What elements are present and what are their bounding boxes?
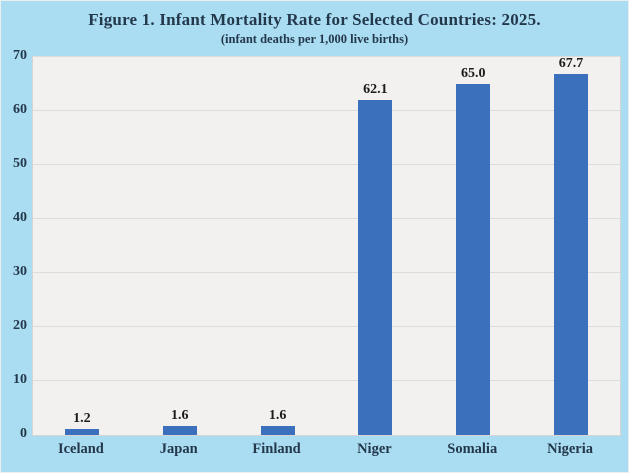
bar-somalia	[456, 84, 491, 435]
bar-value-label: 1.6	[170, 408, 189, 424]
x-tick-label-iceland: Iceland	[57, 441, 104, 457]
chart-subtitle: (infant deaths per 1,000 live births)	[220, 32, 409, 46]
x-tick-label-nigeria: Nigeria	[547, 441, 593, 457]
gridline	[33, 56, 620, 57]
gridline	[33, 218, 620, 219]
y-tick-label: 20	[13, 318, 27, 333]
gridline	[33, 380, 620, 381]
x-tick-label-somalia: Somalia	[447, 441, 498, 457]
x-tick-label-finland: Finland	[252, 441, 301, 457]
x-tick-label-niger: Niger	[357, 441, 392, 457]
y-tick-label: 10	[13, 372, 27, 387]
gridline	[33, 110, 620, 111]
gridline	[33, 272, 620, 273]
y-tick-label: 70	[13, 48, 27, 63]
bar-value-label: 1.6	[268, 408, 287, 424]
bar-value-label: 67.7	[558, 56, 584, 71]
bar-value-label: 1.2	[73, 410, 91, 426]
bar-finland	[260, 426, 295, 435]
bar-column-somalia: 65.0	[424, 57, 522, 435]
x-tick-label-japan: Japan	[159, 441, 198, 457]
y-tick-label: 50	[13, 156, 27, 171]
y-tick-label: 40	[13, 210, 27, 225]
bar-column-japan: 1.6	[131, 57, 229, 435]
bar-nigeria	[554, 74, 589, 435]
gridline	[33, 326, 620, 327]
bars: 1.2 1.6 1.6 62.1 65.0 67.7	[33, 57, 620, 435]
x-axis: Iceland Japan Finland Niger Somalia Nigeria	[32, 441, 619, 458]
chart-title: Figure 1. Infant Mortality Rate for Sele…	[88, 10, 541, 29]
y-tick-label: 30	[13, 264, 27, 279]
gridline	[33, 164, 620, 165]
bar-niger	[358, 99, 393, 435]
y-tick-label: 60	[13, 102, 27, 117]
bar-iceland	[64, 428, 99, 435]
bar-japan	[162, 426, 197, 435]
bar-column-finland: 1.6	[229, 57, 327, 435]
bar-value-label: 62.1	[363, 81, 388, 97]
y-tick-label: 0	[20, 426, 27, 441]
bar-column-nigeria: 67.7	[522, 57, 620, 435]
plot-area: 1.2 1.6 1.6 62.1 65.0 67.7	[32, 56, 621, 436]
bar-value-label: 65.0	[460, 66, 486, 81]
bar-column-niger: 62.1	[326, 57, 424, 435]
y-axis: 0 10 20 30 40 50 60 70	[1, 49, 27, 441]
bar-column-iceland: 1.2	[33, 57, 131, 435]
gridlines	[33, 56, 620, 435]
